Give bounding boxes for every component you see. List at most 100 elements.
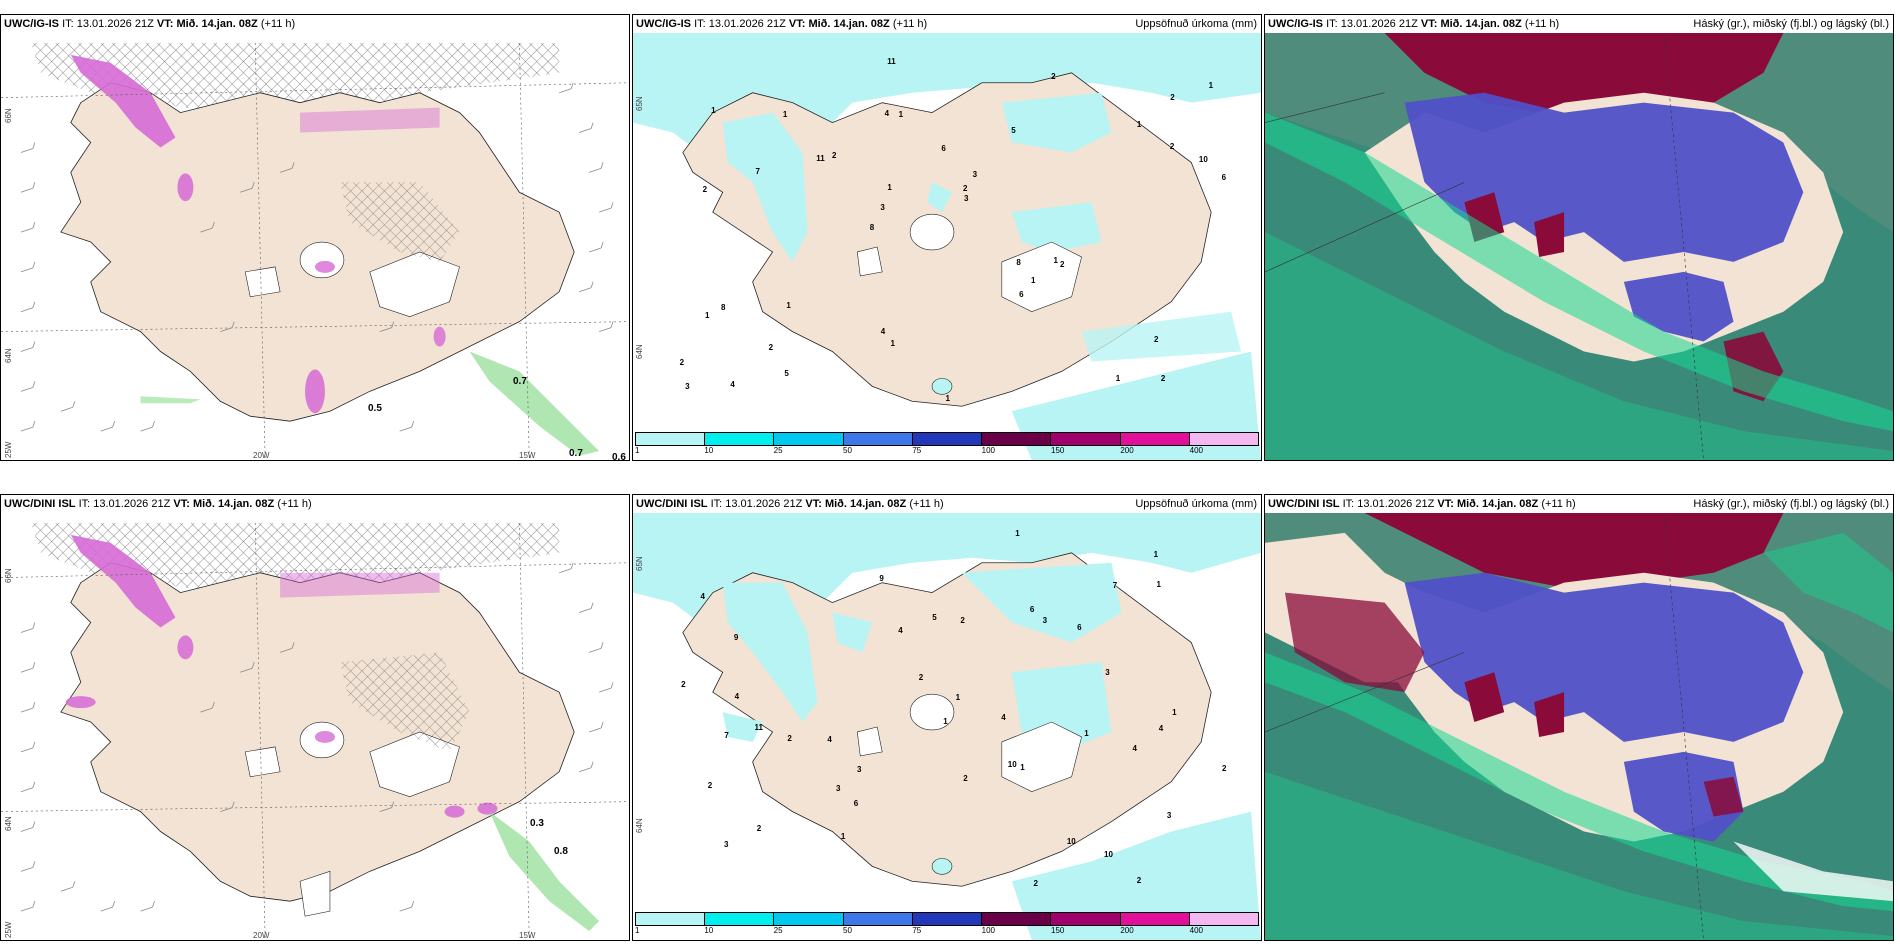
precip-value-label: 1 — [711, 105, 716, 115]
precip-value-label: 5 — [932, 613, 937, 623]
panel-header: UWC/IG-IS IT: 13.01.2026 21Z VT: Mið. 14… — [633, 15, 1261, 33]
precip-value-label: 1 — [840, 831, 846, 841]
precip-value-label: 2 — [707, 781, 713, 791]
legend-tick-label: 150 — [1051, 446, 1065, 455]
precip-value-label: 6 — [1221, 173, 1227, 183]
precip-value-label: 5 — [1011, 126, 1016, 136]
legend-swatch — [843, 913, 913, 925]
precip-value-label: 11 — [754, 722, 763, 732]
lat-label-64n: 64N — [4, 816, 13, 831]
precip-value-label: 2 — [1051, 72, 1056, 82]
precip-value-label: 2 — [679, 358, 685, 368]
it-value: 13.01.2026 21Z — [93, 498, 171, 510]
vt-value: Mið. 14.jan. 08Z — [192, 498, 275, 510]
precip-value-label: 2 — [960, 615, 965, 625]
legend-tick-label: 1 — [635, 926, 640, 935]
precip-value-label: 3 — [963, 193, 969, 203]
precip-value-label: 2 — [1160, 374, 1166, 384]
legend-swatch — [705, 433, 775, 445]
it-value: 13.01.2026 21Z — [1340, 18, 1418, 30]
precip-value-label: 1 — [898, 109, 904, 119]
precip-value-label: 7 — [724, 731, 729, 741]
precip-value-label: 1 — [782, 110, 788, 120]
precip-value-label: 6 — [1029, 604, 1035, 614]
precip-value-label: 8 — [869, 223, 875, 233]
precip-value-label: 1 — [1030, 276, 1036, 286]
precip-value-label: 2 — [1033, 879, 1038, 889]
legend-swatch — [1189, 433, 1258, 445]
precip-value-label: 4 — [884, 108, 890, 118]
legend-tick-label: 75 — [912, 926, 922, 935]
lon-label-20w: 20W — [253, 451, 270, 460]
precip-value-label: 7 — [755, 166, 760, 176]
precip-value-label: 2 — [681, 680, 686, 690]
lon-label-25w: 25W — [4, 921, 13, 938]
vt-label: VT: — [156, 18, 174, 30]
field-title: Uppsöfnuð úrkoma (mm) — [1135, 18, 1257, 30]
thermal-map — [1, 42, 629, 460]
legend-tick-label: 200 — [1120, 926, 1134, 935]
vt-value: Mið. 14.jan. 08Z — [176, 18, 258, 30]
precip-legend: 1 10 25 50 75 100 150 200 400 — [635, 432, 1259, 458]
precip-value-label: 6 — [941, 143, 946, 153]
panel-ig-cloud: UWC/IG-IS IT: 13.01.2026 21Z VT: Mið. 14… — [1264, 14, 1894, 461]
model-name: UWC/DINI ISL — [1268, 498, 1340, 510]
model-name: UWC/IG-IS — [1268, 18, 1323, 30]
precip-value-label: 7 — [1112, 580, 1118, 590]
precip-value-label: 1 — [1020, 762, 1025, 772]
vt-value: Mið. 14.jan. 08Z — [808, 18, 890, 30]
legend-swatch — [1051, 913, 1121, 925]
precip-value-label: 4 — [1158, 723, 1164, 733]
precip-value-label: 3 — [724, 839, 729, 849]
legend-swatch — [1120, 433, 1190, 445]
map-area: 65N 64N 2 2 2 8 5 4 4 6 8 2 2 2 1 3 2 1 11 6 8 2 3 4 1 1 2 1 1 2 1 1 1… — [633, 33, 1261, 460]
precip-value-label: 2 — [831, 151, 837, 161]
legend-tick-label: 1 — [635, 446, 640, 455]
precip-value-label: 1 — [1156, 580, 1161, 590]
value-label: 0.8 — [554, 846, 568, 857]
precip-value-label: 4 — [1132, 743, 1137, 753]
model-name: UWC/IG-IS — [4, 18, 59, 30]
vt-value: Mið. 14.jan. 08Z — [1456, 498, 1539, 510]
legend-tick-label: 75 — [912, 446, 922, 455]
value-label: 0.3 — [530, 818, 544, 829]
precip-value-label: 2 — [768, 343, 774, 353]
precip-value-label: 2 — [963, 773, 968, 783]
precip-value-label: 1 — [705, 310, 710, 320]
precip-value-label: 4 — [898, 625, 903, 635]
lat-label-65n: 65N — [635, 556, 644, 571]
precip-value-label: 11 — [816, 153, 825, 163]
precip-value-label: 4 — [734, 692, 740, 702]
precip-map — [633, 33, 1261, 460]
field-title: Uppsöfnuð úrkoma (mm) — [1135, 498, 1257, 510]
precip-value-label: 1 — [786, 300, 791, 310]
panel-ig-precip: UWC/IG-IS IT: 13.01.2026 21Z VT: Mið. 14… — [632, 14, 1262, 461]
lead-time: (+11 h) — [909, 498, 944, 510]
precip-value-label: 6 — [1077, 623, 1082, 633]
lat-label-64n: 64N — [635, 818, 644, 833]
precip-value-label: 1 — [1208, 80, 1214, 90]
cloud-map — [1265, 513, 1893, 940]
precip-value-label: 2 — [756, 824, 762, 834]
precip-value-label: 4 — [730, 379, 735, 389]
precip-value-label: 2 — [1169, 141, 1175, 151]
legend-swatch — [705, 913, 775, 925]
model-name: UWC/IG-IS — [636, 18, 691, 30]
precip-value-label: 4 — [700, 592, 705, 602]
model-name: UWC/DINI ISL — [4, 498, 76, 510]
precip-value-label: 5 — [784, 369, 789, 379]
it-value: 13.01.2026 21Z — [725, 498, 803, 510]
vt-value: Mið. 14.jan. 08Z — [1440, 18, 1522, 30]
map-area: 66N 64N 25W 20W 15W 0.3 0.8 — [1, 513, 629, 940]
legend-tick-label: 400 — [1189, 446, 1204, 455]
legend-tick-label: 10 — [704, 446, 714, 455]
legend-tick-label: 100 — [981, 926, 996, 935]
legend-swatch — [912, 913, 983, 925]
precip-value-label: 4 — [827, 735, 832, 745]
lon-label-20w: 20W — [253, 931, 270, 940]
legend-tick-label: 50 — [843, 446, 852, 455]
vt-label: VT: — [1437, 498, 1454, 510]
lon-label-25w: 25W — [4, 441, 13, 458]
panel-header: UWC/DINI ISL IT: 13.01.2026 21Z VT: Mið.… — [1265, 495, 1893, 513]
cloud-map — [1265, 33, 1893, 460]
